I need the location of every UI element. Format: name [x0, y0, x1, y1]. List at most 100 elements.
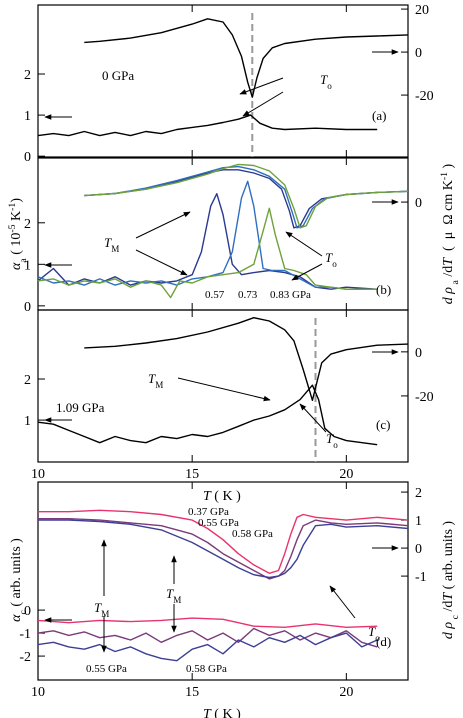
- annotation-part: o: [327, 81, 332, 91]
- annotation: TM: [104, 235, 119, 254]
- annotation-part: T: [368, 624, 376, 639]
- annotation: TM: [166, 586, 181, 605]
- y2-axis-label-part: T: [441, 592, 456, 601]
- arrow: [135, 249, 188, 276]
- annotation: To: [326, 431, 338, 450]
- annotation-part: M: [173, 595, 181, 605]
- annotation-part: T: [325, 250, 333, 265]
- y-tick-label: 2: [24, 373, 31, 388]
- annotation: (c): [376, 417, 390, 432]
- x-axis-label-part: ( K ): [211, 489, 241, 504]
- data-line: [37, 180, 378, 290]
- y2-tick-label: 0: [415, 346, 422, 361]
- annotation-part: 0.55 GPa: [198, 517, 239, 529]
- x-tick-label: 15: [185, 685, 199, 700]
- annotation: 0.55 GPa: [198, 517, 239, 529]
- annotation-part: 0.37 GPa: [188, 506, 229, 518]
- y-tick-label: 0: [24, 300, 31, 315]
- annotation: To: [368, 624, 380, 643]
- annotation-part: (c): [376, 417, 390, 432]
- annotation-part: T: [166, 586, 174, 601]
- arrow: [239, 77, 284, 95]
- y2-axis-label-part: /d: [441, 266, 456, 280]
- arrow: [177, 377, 271, 402]
- y2-tick-label: 1: [415, 514, 422, 529]
- data-line: [38, 509, 409, 574]
- annotation: (d): [376, 634, 391, 649]
- annotation-part: 1.09 GPa: [56, 400, 105, 415]
- annotation: 0.55 GPa: [86, 663, 127, 675]
- y-axis-label-part: -5: [7, 224, 18, 232]
- y2-tick-label: 2: [415, 486, 422, 501]
- annotation-part: 0.57: [205, 289, 225, 301]
- annotation: 0 GPa: [102, 68, 134, 83]
- y2-axis-label-part: ( μ Ω cm K: [441, 180, 456, 258]
- annotation: (b): [376, 282, 391, 297]
- annotation-part: o: [333, 440, 338, 450]
- annotation-part: T: [148, 371, 156, 386]
- y-tick-label: 0: [24, 604, 31, 619]
- y2-axis-label-part: T: [441, 257, 456, 266]
- y-tick-label: 1: [24, 414, 31, 429]
- y-tick-label: 2: [24, 68, 31, 83]
- annotation-part: 0 GPa: [102, 68, 134, 83]
- annotation-part: T: [326, 431, 334, 446]
- x-axis-label-part: T: [203, 707, 212, 718]
- data-line: [84, 163, 409, 229]
- y-axis-label-part: ): [9, 198, 24, 203]
- y-axis-label-part: ( arb. units ): [9, 538, 24, 610]
- data-line: [38, 519, 409, 579]
- arrow: [299, 403, 327, 433]
- annotation: 0.58 GPa: [232, 528, 273, 540]
- annotation-part: M: [111, 244, 119, 254]
- annotation-part: T: [104, 235, 112, 250]
- annotation: 0.57: [205, 289, 225, 301]
- y2-tick-label: -1: [415, 570, 427, 585]
- y2-axis-label-part: d: [441, 631, 456, 639]
- data-line: [37, 193, 378, 290]
- x-tick-label: 20: [339, 685, 353, 700]
- annotation-part: 0.55 GPa: [86, 663, 127, 675]
- y2-tick-label: 20: [415, 3, 429, 18]
- annotation: 0.83 GPa: [270, 289, 311, 301]
- data-line: [38, 518, 409, 580]
- y-tick-label: 1: [24, 109, 31, 124]
- y-axis-label-part: a: [18, 258, 29, 263]
- panel-frame: [37, 481, 409, 681]
- y-tick-label: 0: [24, 150, 31, 165]
- annotation: (a): [372, 108, 386, 123]
- y2-axis-label-part: /d: [441, 601, 456, 615]
- annotation: 0.58 GPa: [186, 663, 227, 675]
- annotation-part: 0.73: [238, 289, 258, 301]
- y-axis-label-part: K: [9, 211, 24, 225]
- data-line: [37, 384, 378, 446]
- y2-tick-label: 0: [415, 196, 422, 211]
- y2-axis-label: d ρ c /dT ( arb. units ): [441, 521, 461, 640]
- annotation-part: (a): [372, 108, 386, 123]
- y2-axis-label-part: ρ: [441, 622, 456, 633]
- x-axis-label-part: ( K ): [211, 707, 241, 718]
- y2-axis-label-part: -1: [439, 172, 450, 180]
- y-tick-label: -2: [19, 650, 31, 665]
- y-tick-label: 1: [24, 258, 31, 273]
- annotation-part: T: [320, 72, 328, 87]
- y2-axis-label-part: d: [441, 296, 456, 304]
- annotation: 0.73: [238, 289, 258, 301]
- annotation-part: 0.58 GPa: [232, 528, 273, 540]
- arrow: [242, 91, 284, 117]
- y-axis-label-part: -1: [7, 203, 18, 211]
- annotation-part: o: [375, 633, 380, 643]
- annotation-part: T: [94, 600, 102, 615]
- annotation-part: (d): [376, 634, 391, 649]
- y-axis-label-part: α: [9, 614, 24, 622]
- annotation: TM: [148, 371, 163, 390]
- y-axis-label-part: α: [9, 262, 24, 270]
- annotation-part: 0.58 GPa: [186, 663, 227, 675]
- y2-axis-label: d ρ a /dT ( μ Ω cm K-1 ): [439, 163, 461, 304]
- data-line: [84, 165, 409, 229]
- arrow: [291, 263, 323, 281]
- annotation: To: [325, 250, 337, 269]
- arrow: [135, 211, 191, 239]
- annotation: To: [320, 72, 332, 91]
- x-axis-label: T ( K ): [203, 707, 241, 718]
